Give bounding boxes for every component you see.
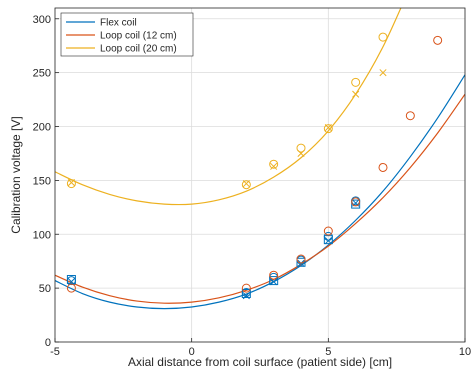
- data-point-circle-series-1: [269, 270, 279, 280]
- y-tick-label: 300: [33, 14, 51, 26]
- data-point-cross-series-0: [67, 278, 75, 286]
- data-point-circle-series-2: [296, 143, 306, 153]
- legend-label-loop-coil-12: Loop coil (12 cm): [100, 31, 177, 42]
- plot-frame: [54, 7, 466, 343]
- legend-label-flex-coil: Flex coil: [100, 18, 137, 29]
- data-point-cross-series-0: [324, 237, 332, 245]
- data-point-cross-series-0: [270, 278, 278, 286]
- data-point-cross-series-2: [67, 178, 75, 187]
- data-point-circle-series-1: [323, 226, 333, 236]
- y-axis-label: Calibration voltage [V]: [9, 116, 23, 233]
- legend: Flex coil Loop coil (12 cm) Loop coil (2…: [60, 12, 194, 57]
- x-tick-label: 0: [189, 346, 195, 358]
- data-point-cross-series-2: [270, 162, 278, 170]
- x-tick-label: -5: [50, 346, 60, 358]
- data-point-circle-series-2: [66, 179, 76, 189]
- data-point-cross-series-2: [242, 180, 250, 188]
- data-point-square-series-0: [296, 257, 306, 267]
- data-point-circle-series-2: [351, 77, 361, 87]
- y-tick-label: 0: [45, 337, 51, 349]
- fit-curve-series-1: [55, 93, 465, 304]
- legend-label-loop-coil-20: Loop coil (20 cm): [100, 44, 177, 55]
- data-point-circle-series-2: [378, 32, 388, 42]
- data-point-circle-series-1: [433, 35, 443, 45]
- y-tick-label: 100: [33, 229, 51, 241]
- data-point-circle-series-1: [378, 162, 388, 172]
- data-point-square-series-0: [323, 235, 333, 245]
- data-point-cross-series-2: [379, 69, 387, 77]
- x-tick-label: 5: [325, 346, 331, 358]
- data-point-square-series-0: [269, 276, 279, 286]
- y-tick-label: 50: [39, 283, 51, 295]
- data-point-cross-series-0: [242, 292, 250, 300]
- data-point-circle-series-1: [405, 111, 415, 121]
- data-point-circle-series-0: [241, 287, 251, 297]
- x-tick-label: 10: [459, 346, 471, 358]
- y-tick-label: 150: [33, 175, 51, 187]
- data-point-circle-series-1: [351, 197, 361, 207]
- data-point-circle-series-2: [269, 159, 279, 169]
- data-point-circle-series-1: [66, 283, 76, 293]
- data-point-circle-series-2: [323, 124, 333, 134]
- data-point-cross-series-2: [352, 90, 360, 98]
- y-tick-label: 250: [33, 68, 51, 80]
- y-tick-label: 200: [33, 122, 51, 134]
- data-point-circle-series-1: [296, 254, 306, 264]
- x-axis-label: Axial distance from coil surface (patien…: [128, 355, 392, 369]
- data-point-circle-series-1: [241, 283, 251, 293]
- fit-curve-series-0: [55, 74, 465, 310]
- data-markers: [66, 32, 443, 300]
- data-point-circle-series-2: [241, 180, 251, 190]
- data-point-square-series-0: [351, 199, 361, 209]
- data-point-cross-series-2: [324, 124, 332, 132]
- data-point-cross-series-2: [297, 149, 305, 158]
